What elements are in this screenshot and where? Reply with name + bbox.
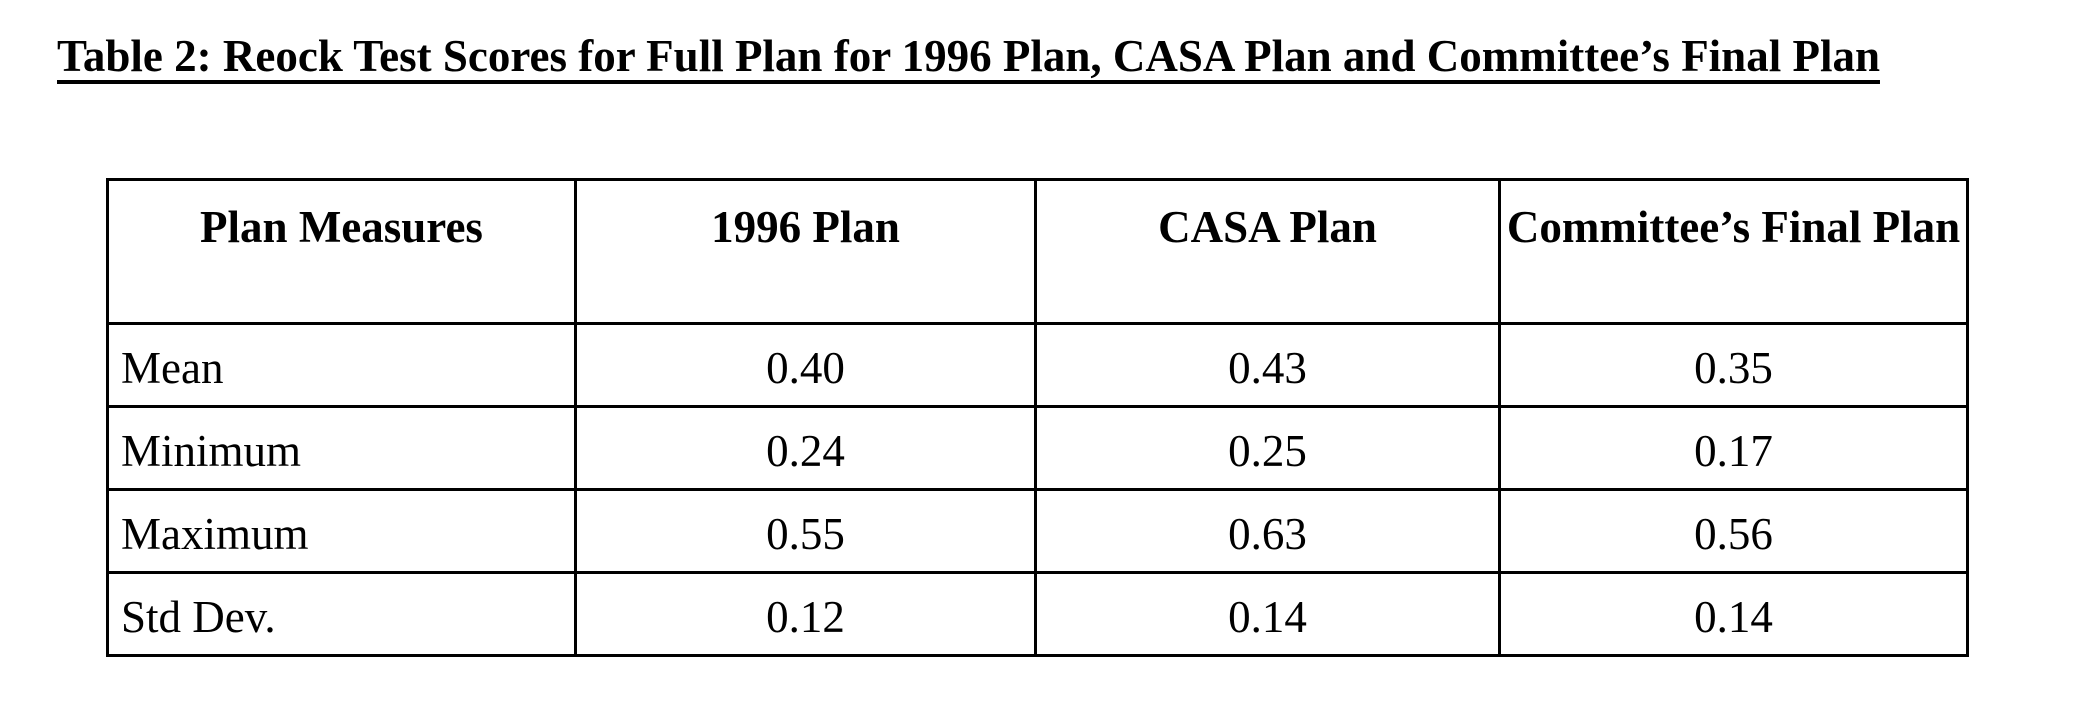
- column-header-committees-final-plan: Committee’s Final Plan: [1498, 178, 1969, 325]
- cell-std-dev-casa: 0.14: [1034, 571, 1501, 657]
- table-row-std-dev: Std Dev. 0.12 0.14 0.14: [106, 571, 1969, 657]
- cell-minimum-1996: 0.24: [574, 405, 1037, 491]
- cell-maximum-committee: 0.56: [1498, 488, 1969, 574]
- row-label-maximum: Maximum: [106, 488, 577, 574]
- column-header-1996-plan: 1996 Plan: [574, 178, 1037, 325]
- header-row: Plan Measures 1996 Plan CASA Plan Commit…: [106, 178, 1969, 325]
- table-row-mean: Mean 0.40 0.43 0.35: [106, 322, 1969, 408]
- row-label-mean: Mean: [106, 322, 577, 408]
- reock-scores-table: Plan Measures 1996 Plan CASA Plan Commit…: [106, 178, 1969, 657]
- cell-std-dev-1996: 0.12: [574, 571, 1037, 657]
- cell-maximum-casa: 0.63: [1034, 488, 1501, 574]
- column-header-casa-plan: CASA Plan: [1034, 178, 1501, 325]
- cell-std-dev-committee: 0.14: [1498, 571, 1969, 657]
- row-label-minimum: Minimum: [106, 405, 577, 491]
- cell-maximum-1996: 0.55: [574, 488, 1037, 574]
- table-row-maximum: Maximum 0.55 0.63 0.56: [106, 488, 1969, 574]
- cell-mean-committee: 0.35: [1498, 322, 1969, 408]
- cell-mean-1996: 0.40: [574, 322, 1037, 408]
- column-header-plan-measures: Plan Measures: [106, 178, 577, 325]
- table-row-minimum: Minimum 0.24 0.25 0.17: [106, 405, 1969, 491]
- cell-mean-casa: 0.43: [1034, 322, 1501, 408]
- table-caption: Table 2: Reock Test Scores for Full Plan…: [57, 31, 1880, 81]
- cell-minimum-committee: 0.17: [1498, 405, 1969, 491]
- row-label-std-dev: Std Dev.: [106, 571, 577, 657]
- cell-minimum-casa: 0.25: [1034, 405, 1501, 491]
